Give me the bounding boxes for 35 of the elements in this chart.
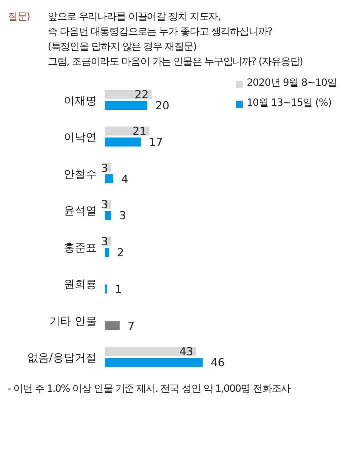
y-tick-label: 기타 인물 — [50, 314, 97, 328]
chart-title: 앞으로 우리나라를 이끌어갈 정치 지도자, 즉 다음번 대통령감으로는 누가 좋다고 생각하십니까? (특정인을 답하지 않은 경우 재질문) 그럼, 조금이라도 마음이 가는 인물은 누구입니까? (자유응답) — [48, 11, 303, 70]
bar — [105, 347, 197, 356]
data-label: 43 — [180, 346, 194, 359]
data-label: 17 — [149, 136, 164, 150]
data-label: 22 — [134, 88, 149, 102]
y-tick-label: 원희룡 — [64, 278, 97, 292]
data-label: 21 — [132, 125, 147, 138]
bar — [105, 322, 120, 330]
bar — [105, 174, 114, 184]
legend-label: 2020년 9월 8~10일 — [246, 77, 337, 91]
data-label: 46 — [210, 356, 225, 370]
y-tick-label: 안철수 — [64, 168, 97, 181]
data-label: 3 — [101, 235, 108, 248]
data-label: 7 — [128, 320, 135, 333]
y-tick-label: 홍준표 — [64, 241, 97, 254]
bar — [105, 138, 142, 147]
data-label: 4 — [122, 172, 129, 186]
legend-label: 10월 13~15일 (%) — [246, 97, 332, 111]
bar — [105, 248, 110, 257]
y-tick-label: 윤석열 — [64, 204, 97, 218]
data-label: 20 — [156, 99, 170, 112]
bar — [105, 211, 112, 220]
bar — [105, 101, 148, 110]
y-tick-label: 이재명 — [64, 94, 97, 108]
data-label: 2 — [117, 246, 124, 260]
y-tick-label: 이낙연 — [64, 131, 97, 144]
bar — [105, 358, 203, 368]
text: - 이번 주 1.0% 이상 인물 기준 제시. 전국 성인 약 1,000명 전화조사 — [8, 383, 292, 396]
data-label: 3 — [101, 162, 108, 175]
data-label: 1 — [115, 283, 122, 296]
data-label: 3 — [101, 198, 108, 212]
data-label: 3 — [119, 210, 126, 223]
text: 질문) — [8, 11, 32, 25]
y-tick-label: 없음/응답거절 — [27, 352, 97, 365]
